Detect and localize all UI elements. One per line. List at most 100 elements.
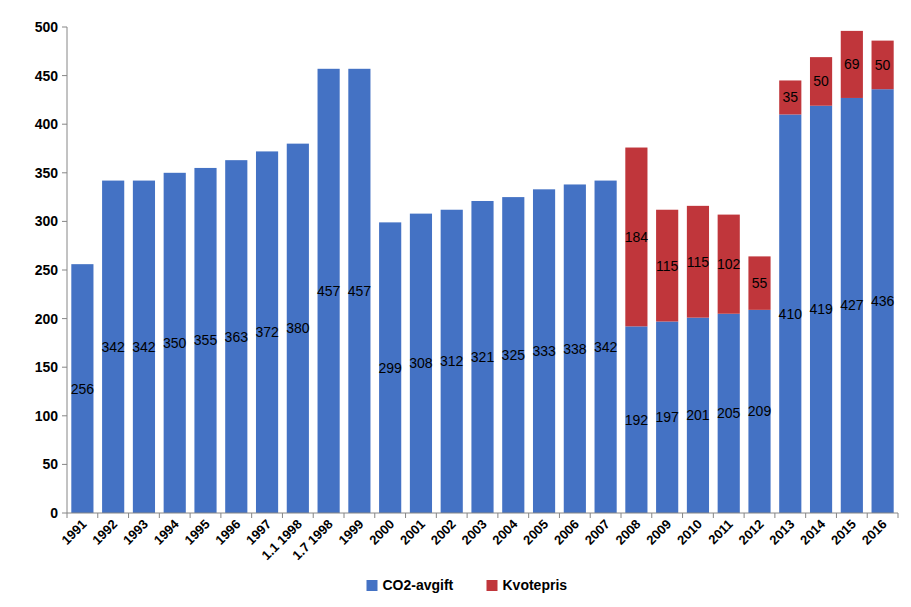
x-tick: [621, 513, 622, 518]
x-tick: [898, 513, 899, 518]
bar: [533, 189, 555, 513]
x-tick-label: 2013: [766, 517, 797, 548]
data-label: 50: [875, 57, 891, 73]
y-tick: [62, 124, 67, 125]
data-label: 342: [132, 339, 156, 355]
bar: [102, 181, 124, 513]
x-tick-label: 2011: [705, 517, 736, 548]
legend-swatch: [487, 580, 498, 591]
bar: [841, 31, 863, 98]
y-tick: [62, 464, 67, 465]
bar: [71, 264, 93, 513]
x-tick: [682, 513, 683, 518]
x-axis: [67, 513, 898, 514]
y-tick: [62, 172, 67, 173]
bar: [502, 197, 524, 513]
y-tick-label: 0: [50, 505, 58, 521]
x-tick-label: 1992: [89, 517, 120, 548]
x-tick: [374, 513, 375, 518]
legend: CO2-avgiftKvotepris: [367, 577, 568, 593]
data-label: 55: [752, 275, 768, 291]
bar: [687, 206, 709, 318]
chart: 0501001502002503003504004505001991199219…: [0, 0, 911, 607]
data-label: 299: [378, 360, 402, 376]
data-label: 256: [71, 381, 95, 397]
bar: [656, 210, 678, 322]
x-tick-label: 2008: [612, 517, 643, 548]
x-tick-label: 2010: [674, 517, 705, 548]
bar: [625, 326, 647, 513]
x-tick: [590, 513, 591, 518]
x-tick: [651, 513, 652, 518]
data-label: 197: [655, 409, 679, 425]
y-tick-label: 200: [35, 311, 59, 327]
y-tick: [62, 367, 67, 368]
x-tick: [344, 513, 345, 518]
data-label: 457: [317, 283, 341, 299]
x-tick-label: 2009: [643, 517, 674, 548]
data-label: 338: [563, 341, 587, 357]
x-tick: [159, 513, 160, 518]
data-label: 50: [813, 73, 829, 89]
y-tick-label: 150: [35, 359, 59, 375]
x-tick: [251, 513, 252, 518]
x-tick-label: 2016: [859, 517, 890, 548]
y-tick: [62, 75, 67, 76]
bar: [348, 69, 370, 513]
data-label: 209: [748, 403, 772, 419]
legend-label: CO2-avgift: [383, 577, 454, 593]
data-label: 192: [625, 412, 649, 428]
x-tick-label: 1.7 1998: [289, 517, 335, 563]
y-tick-label: 450: [35, 68, 59, 84]
x-tick-label: 1999: [335, 517, 366, 548]
y-tick-label: 100: [35, 408, 59, 424]
x-tick: [436, 513, 437, 518]
x-tick: [867, 513, 868, 518]
data-label: 115: [656, 258, 679, 274]
x-tick: [774, 513, 775, 518]
x-tick-label: 2014: [797, 516, 829, 548]
x-tick-label: 2006: [551, 517, 582, 548]
x-tick-label: 2003: [459, 517, 490, 548]
data-label: 436: [871, 293, 895, 309]
bar: [656, 322, 678, 513]
data-label: 102: [717, 256, 741, 272]
x-tick-label: 1994: [151, 516, 183, 548]
data-label: 355: [194, 332, 218, 348]
x-tick: [67, 513, 68, 518]
x-tick: [190, 513, 191, 518]
data-label: 342: [594, 339, 618, 355]
legend-swatch: [367, 580, 378, 591]
data-label: 372: [255, 324, 279, 340]
x-tick: [836, 513, 837, 518]
bar: [718, 215, 740, 314]
x-tick: [497, 513, 498, 518]
x-tick-label: 2012: [736, 517, 767, 548]
y-tick: [62, 513, 67, 514]
bar: [872, 89, 894, 513]
y-tick: [62, 415, 67, 416]
data-label: 342: [101, 339, 125, 355]
data-label: 308: [409, 355, 433, 371]
x-tick-label: 2000: [366, 517, 397, 548]
bar: [625, 148, 647, 327]
y-tick-label: 350: [35, 165, 59, 181]
x-tick-label: 2004: [489, 516, 521, 548]
bar: [194, 168, 216, 513]
data-label: 184: [625, 229, 649, 245]
x-tick-label: 2001: [397, 517, 428, 548]
bar: [595, 181, 617, 513]
x-tick-label: 2002: [428, 517, 459, 548]
x-tick: [467, 513, 468, 518]
x-tick: [313, 513, 314, 518]
bars: [71, 31, 893, 513]
bar: [872, 41, 894, 90]
data-label: 69: [844, 56, 860, 72]
y-tick-label: 500: [35, 19, 59, 35]
bar: [133, 181, 155, 513]
data-label: 333: [532, 343, 556, 359]
data-label: 35: [782, 89, 798, 105]
y-tick-label: 300: [35, 213, 59, 229]
bar: [687, 318, 709, 513]
data-label: 427: [840, 297, 864, 313]
